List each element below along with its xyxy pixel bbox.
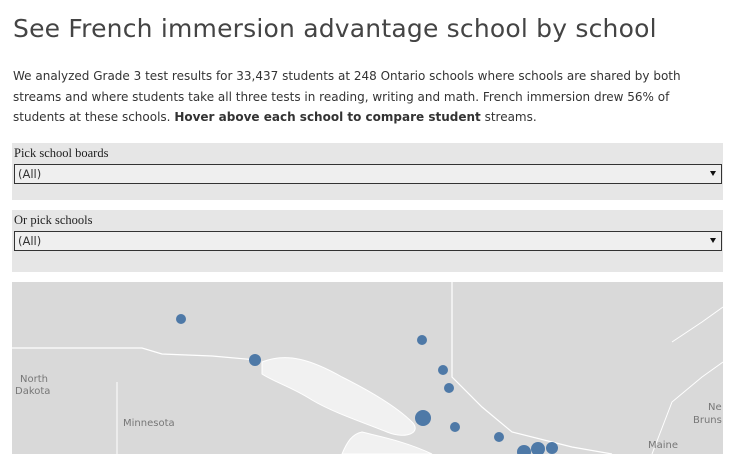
school-marker[interactable]	[517, 445, 531, 454]
intro-text: streams.	[480, 110, 537, 124]
school-marker[interactable]	[450, 422, 460, 432]
school-marker[interactable]	[417, 335, 427, 345]
map-background	[12, 282, 723, 454]
map-label: Maine	[648, 440, 678, 451]
school-marker[interactable]	[176, 314, 186, 324]
filter-value: (All)	[18, 234, 42, 248]
school-marker[interactable]	[249, 354, 261, 366]
school-marker[interactable]	[546, 442, 558, 454]
dropdown-arrow	[710, 171, 716, 176]
map-label: Dakota	[15, 386, 50, 397]
school-markers	[176, 314, 558, 454]
filter-label: Or pick schools	[14, 213, 93, 227]
map-label: Minnesota	[123, 418, 175, 429]
title: See French immersion advantage school by…	[13, 14, 657, 43]
school-marker[interactable]	[438, 365, 448, 375]
map-label: Bruns	[693, 415, 722, 426]
intro-emphasis: Hover above each school to compare stude…	[174, 110, 481, 124]
map-label: North	[20, 374, 48, 385]
dropdown-arrow	[710, 238, 716, 243]
filter-dropdown[interactable]: (All)	[14, 164, 722, 184]
river	[671, 306, 723, 343]
intro: We analyzed Grade 3 test results for 33,…	[13, 66, 718, 128]
border	[451, 282, 613, 454]
filter-panel: Pick school boards (All)	[12, 143, 723, 200]
map-label: Ne	[708, 402, 722, 413]
school-marker[interactable]	[444, 383, 454, 393]
school-marker[interactable]	[415, 410, 431, 426]
map[interactable]: North Dakota Minnesota Maine Ne Bruns	[12, 282, 723, 454]
border	[12, 347, 258, 361]
filter-value: (All)	[18, 167, 42, 181]
school-marker[interactable]	[494, 432, 504, 442]
filter-label: Pick school boards	[14, 146, 109, 160]
coast	[651, 361, 723, 454]
filter-dropdown[interactable]: (All)	[14, 231, 722, 251]
lake	[261, 357, 416, 436]
filter-panel: Or pick schools (All)	[12, 210, 723, 272]
intro-text: We analyzed Grade 3 test results for 33,…	[13, 69, 681, 124]
lake	[341, 431, 433, 454]
school-marker[interactable]	[531, 442, 545, 454]
